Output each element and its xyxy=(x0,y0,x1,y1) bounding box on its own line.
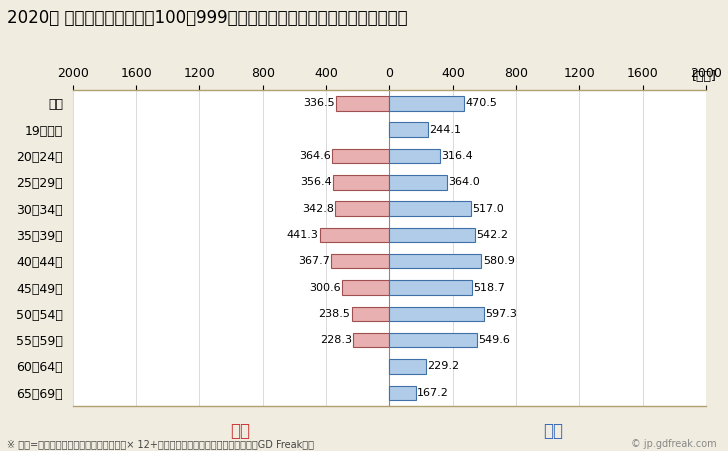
Text: [万円]: [万円] xyxy=(692,70,717,83)
Bar xyxy=(389,122,428,137)
Bar xyxy=(389,149,440,163)
Bar xyxy=(320,228,389,242)
Text: 228.3: 228.3 xyxy=(320,335,352,345)
Text: 316.4: 316.4 xyxy=(441,151,472,161)
Text: © jp.gdfreak.com: © jp.gdfreak.com xyxy=(631,439,717,449)
Bar xyxy=(333,175,389,189)
Text: ※ 年収=「きまって支給する現金給与額」× 12+「年間賞与その他特別給与額」としてGD Freak推計: ※ 年収=「きまって支給する現金給与額」× 12+「年間賞与その他特別給与額」と… xyxy=(7,439,314,449)
Text: 356.4: 356.4 xyxy=(300,177,332,187)
Bar xyxy=(353,333,389,347)
Text: 364.6: 364.6 xyxy=(298,151,331,161)
Text: 244.1: 244.1 xyxy=(430,124,462,135)
Bar xyxy=(352,307,389,321)
Text: 367.7: 367.7 xyxy=(298,256,330,266)
Text: 342.8: 342.8 xyxy=(302,203,334,214)
Bar xyxy=(389,254,481,268)
Bar xyxy=(331,254,389,268)
Bar xyxy=(389,307,484,321)
Text: 167.2: 167.2 xyxy=(417,388,449,398)
Bar xyxy=(342,280,389,295)
Text: 364.0: 364.0 xyxy=(448,177,480,187)
Bar xyxy=(389,386,416,400)
Bar xyxy=(389,175,447,189)
Bar xyxy=(335,201,389,216)
Text: 597.3: 597.3 xyxy=(486,309,517,319)
Text: 542.2: 542.2 xyxy=(477,230,509,240)
Text: 300.6: 300.6 xyxy=(309,282,341,293)
Bar xyxy=(389,228,475,242)
Bar xyxy=(336,96,389,110)
Text: 549.6: 549.6 xyxy=(478,335,510,345)
Text: 441.3: 441.3 xyxy=(286,230,318,240)
Bar xyxy=(389,333,477,347)
Text: 238.5: 238.5 xyxy=(319,309,350,319)
Bar xyxy=(389,201,471,216)
Text: 男性: 男性 xyxy=(543,422,563,440)
Text: 336.5: 336.5 xyxy=(304,98,335,108)
Text: 229.2: 229.2 xyxy=(427,361,459,372)
Text: 518.7: 518.7 xyxy=(473,282,505,293)
Bar xyxy=(389,96,464,110)
Bar xyxy=(389,280,472,295)
Text: 517.0: 517.0 xyxy=(472,203,505,214)
Text: 女性: 女性 xyxy=(230,422,250,440)
Bar xyxy=(332,149,389,163)
Text: 580.9: 580.9 xyxy=(483,256,515,266)
Text: 470.5: 470.5 xyxy=(465,98,497,108)
Bar xyxy=(389,359,426,374)
Text: 2020年 民間企業（従業者数100〜999人）フルタイム労働者の男女別平均年収: 2020年 民間企業（従業者数100〜999人）フルタイム労働者の男女別平均年収 xyxy=(7,9,408,27)
